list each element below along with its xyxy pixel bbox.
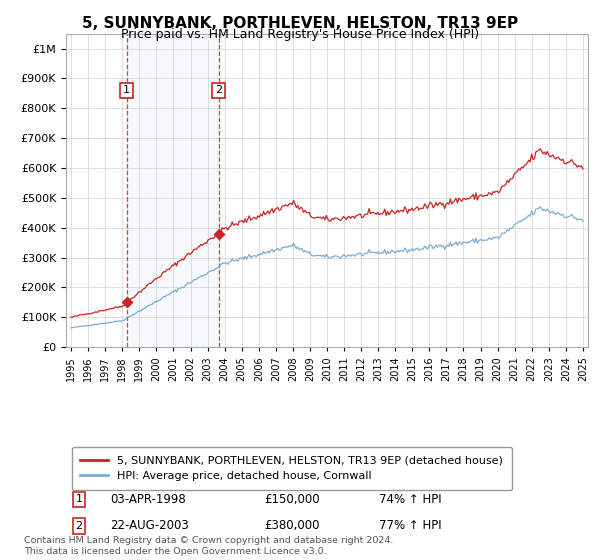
Legend: 5, SUNNYBANK, PORTHLEVEN, HELSTON, TR13 9EP (detached house), HPI: Average price: 5, SUNNYBANK, PORTHLEVEN, HELSTON, TR13 … xyxy=(71,447,512,490)
Text: Price paid vs. HM Land Registry's House Price Index (HPI): Price paid vs. HM Land Registry's House … xyxy=(121,28,479,41)
Text: 03-APR-1998: 03-APR-1998 xyxy=(110,493,186,506)
Text: Contains HM Land Registry data © Crown copyright and database right 2024.
This d: Contains HM Land Registry data © Crown c… xyxy=(24,536,394,556)
Text: £150,000: £150,000 xyxy=(265,493,320,506)
Text: 2: 2 xyxy=(215,85,222,95)
Text: 1: 1 xyxy=(76,494,83,505)
Text: 22-AUG-2003: 22-AUG-2003 xyxy=(110,520,189,533)
Bar xyxy=(127,34,218,347)
Text: 2: 2 xyxy=(76,521,83,531)
Text: 1: 1 xyxy=(123,85,130,95)
Text: £380,000: £380,000 xyxy=(265,520,320,533)
Text: 77% ↑ HPI: 77% ↑ HPI xyxy=(379,520,442,533)
Text: 74% ↑ HPI: 74% ↑ HPI xyxy=(379,493,442,506)
Text: 5, SUNNYBANK, PORTHLEVEN, HELSTON, TR13 9EP: 5, SUNNYBANK, PORTHLEVEN, HELSTON, TR13 … xyxy=(82,16,518,31)
